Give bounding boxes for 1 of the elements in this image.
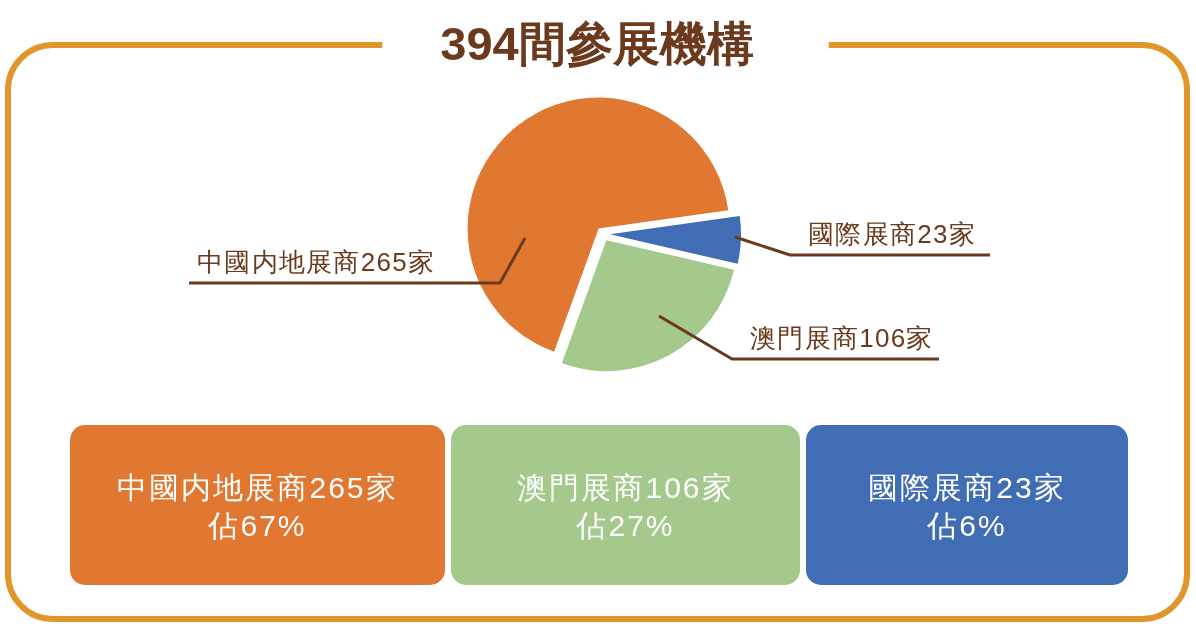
- title: 394間參展機構: [440, 17, 754, 70]
